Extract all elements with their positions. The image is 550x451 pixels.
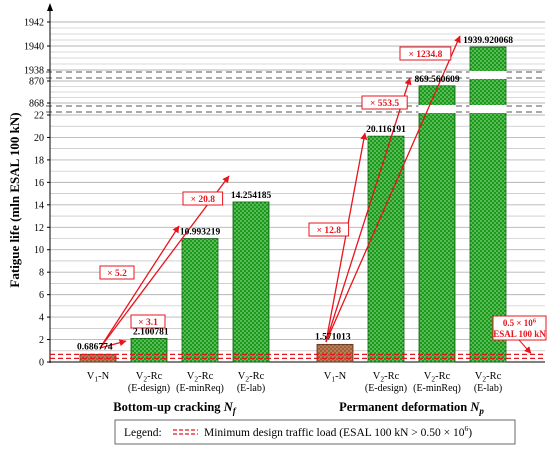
y-tick-label: 1942 [24,18,44,29]
ratio-box [99,265,135,280]
x-tick-sublabel: (E-minReq) [413,383,461,394]
ratio-label: × 12.8 [317,226,342,236]
bar-value-label: 869.560609 [414,75,459,85]
x-tick-sublabel: (E-design) [128,383,170,394]
ratio-box [361,95,408,110]
group-label: Permanent deformation Np [339,400,484,416]
bar-value-label: 10.993219 [180,228,221,238]
x-tick-label: V2-Rc [187,371,214,384]
x-tick-sublabel: (E-minReq) [176,383,224,394]
y-axis-arrow-icon [47,3,53,11]
threshold-box-line2: ESAL 100 kN [493,329,546,339]
ratio-label: × 553.5 [370,99,399,109]
ratio-arrow [325,35,461,343]
y-tick-label: 18 [34,155,44,166]
x-tick-label: V2-Rc [424,371,451,384]
ratio-arrow [99,339,127,349]
group-label: Bottom-up cracking Nf [113,400,236,416]
x-tick-label: V1-N [324,371,347,384]
bar-value-label: 2.100781 [133,327,169,337]
bar-value-label: 1939.920068 [463,36,513,46]
y-tick-label: 20 [34,133,44,144]
legend: Legend: Minimum design traffic load (ESA… [114,419,516,445]
legend-prefix: Legend: [124,427,162,439]
ratio-label: × 3.1 [138,318,158,328]
bar-break-gap [469,105,507,113]
value-labels: 0.686774 2.100781 10.993219 14.254185 1.5710… [77,36,513,352]
x-tick-label: V2-Rc [475,371,502,384]
legend-text: Minimum design traffic load (ESAL 100 kN… [204,424,472,439]
legend-box [114,419,516,445]
bar-break-gap [418,105,456,113]
y-tick-label: 2 [39,335,44,346]
ratio-box [308,222,350,237]
y-tick-label: 14 [34,200,44,211]
ratio-box [182,191,224,206]
bars [79,46,507,363]
y-tick-label: 22 [34,111,44,122]
bar [130,338,168,363]
y-tick-label: 868 [29,99,44,110]
bar-value-label: 20.116191 [366,125,406,135]
bar-value-label: 0.686774 [77,342,113,352]
y-tick-label: 1940 [24,42,44,53]
y-tick-label: 870 [29,77,44,88]
x-tick-sublabel: (E-lab) [474,383,502,394]
ratio-label: × 20.8 [191,195,216,205]
bar [418,85,456,363]
bar-value-label: 1.571013 [315,332,351,342]
x-tick-label: V2-Rc [136,371,163,384]
threshold-pointer [518,339,532,354]
bar [469,46,507,363]
y-tick-label: 1938 [24,66,44,77]
y-tick-label: 0 [39,358,44,369]
x-tick-sublabel: (E-design) [365,383,407,394]
bar [181,238,219,363]
ratio-label: × 1234.8 [408,50,442,60]
bar [367,135,405,363]
ratio-arrow [99,225,180,349]
ratio-label: × 5.2 [107,269,127,279]
ratio-box [130,314,166,329]
ratio-box [399,46,452,61]
bar-value-label: 14.254185 [231,191,272,201]
bar [316,343,354,363]
threshold-box [492,315,547,341]
x-tick-label: V2-Rc [238,371,265,384]
ratio-arrow [325,77,412,343]
y-tick-label: 4 [39,313,44,324]
y-tick-label: 10 [34,245,44,256]
y-tick-label: 8 [39,268,44,279]
y-tick-label: 12 [34,223,44,234]
y-tick-label: 6 [39,290,44,301]
ratio-arrow [325,132,368,343]
bar [232,201,270,363]
y-axis-title: Fatigue life (mln ESAL 100 kN) [7,112,22,287]
x-tick-label: V1-N [87,371,110,384]
grid-lines [46,21,545,363]
threshold-box-line1: 0.5 × 106 [503,318,537,329]
x-tick-label: V2-Rc [373,371,400,384]
x-axis-labels: V1-N V2-Rc(E-design)V2-Rc(E-minReq)V2-Rc(… [87,371,502,416]
bar-break-gap [469,71,507,79]
x-tick-sublabel: (E-lab) [237,383,265,394]
y-tick-label: 16 [34,178,44,189]
ratio-arrows: × 3.1 × 5.2 × 20.8 × 12.8 × 553.5 × 1234.8 [99,35,461,349]
